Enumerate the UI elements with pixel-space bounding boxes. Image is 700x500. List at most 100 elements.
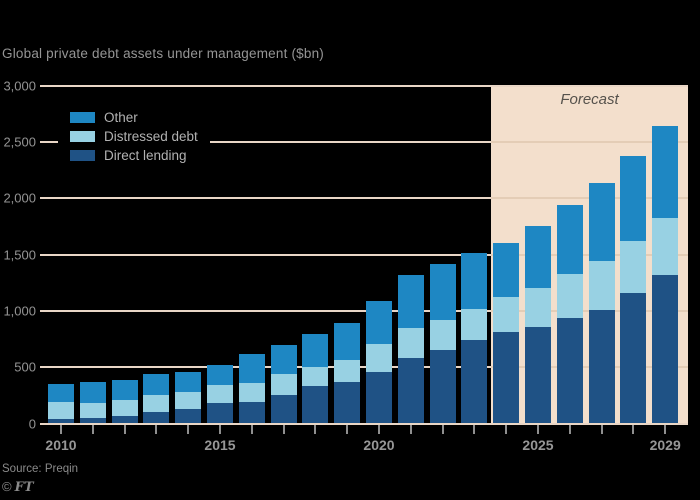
x-tick-label-2029: 2029: [649, 437, 681, 453]
legend-label-distressed-debt: Distressed debt: [104, 129, 198, 144]
bar-2017-direct-lending: [270, 394, 297, 424]
x-tick-2027: [600, 424, 603, 434]
legend-label-direct-lending: Direct lending: [104, 148, 187, 163]
copyright-symbol: ©: [2, 479, 12, 494]
bar-2016-other: [238, 354, 265, 383]
bar-2015-other: [207, 364, 233, 385]
bar-2027-distressed-debt: [588, 260, 615, 310]
legend: Other Distressed debt Direct lending: [58, 105, 210, 170]
bar-2023-direct-lending: [461, 340, 488, 424]
bar-2013-other: [143, 374, 170, 396]
bar-2017-distressed-debt: [270, 373, 297, 395]
bar-2019-direct-lending: [334, 382, 361, 424]
bar-2026-direct-lending: [556, 317, 583, 424]
legend-item-other: Other: [70, 108, 198, 127]
x-tick-2021: [409, 424, 412, 434]
bar-2020-distressed-debt: [366, 343, 392, 372]
bar-2023-distressed-debt: [461, 309, 488, 341]
bar-2025-other: [525, 225, 551, 289]
bar-2018-direct-lending: [302, 386, 329, 424]
gridline-0: [40, 422, 688, 425]
x-tick-label-2015: 2015: [204, 437, 236, 453]
bar-2024-direct-lending: [493, 332, 520, 424]
x-tick-2011: [91, 424, 94, 434]
y-tick-label-2500: 2,500: [3, 134, 36, 150]
bar-2013-direct-lending: [143, 412, 170, 424]
x-tick-label-2025: 2025: [522, 437, 554, 453]
bar-2028-other: [620, 156, 647, 241]
bar-2020-direct-lending: [366, 371, 392, 424]
y-tick-label-3000: 3,000: [3, 78, 36, 93]
bar-2024-distressed-debt: [493, 297, 520, 333]
bar-2027-other: [588, 182, 615, 261]
bar-2025-distressed-debt: [525, 288, 551, 327]
bar-2012-direct-lending: [111, 416, 138, 424]
bar-2020-other: [366, 301, 392, 344]
x-tick-label-2010: 2010: [45, 437, 77, 453]
bar-2026-other: [556, 204, 583, 274]
x-tick-2024: [505, 424, 508, 434]
bar-2027-direct-lending: [588, 309, 615, 424]
bar-2021-direct-lending: [397, 357, 424, 424]
bar-2012-distressed-debt: [111, 399, 138, 417]
x-tick-2014: [187, 424, 190, 434]
bar-2029-direct-lending: [652, 274, 679, 424]
bar-2029-other: [652, 126, 679, 219]
x-tick-label-2020: 2020: [363, 437, 395, 453]
chart-title: Global private debt assets under managem…: [2, 46, 324, 61]
bar-2018-other: [302, 334, 329, 368]
forecast-label: Forecast: [560, 91, 619, 108]
ft-logo-text: FT: [14, 480, 34, 495]
bar-2014-other: [175, 371, 202, 392]
bar-2016-distressed-debt: [238, 382, 265, 402]
bar-2013-distressed-debt: [143, 395, 170, 413]
bar-2021-other: [397, 274, 424, 329]
bar-2028-distressed-debt: [620, 240, 647, 294]
x-tick-2013: [155, 424, 158, 434]
x-tick-2017: [282, 424, 285, 434]
x-tick-2028: [632, 424, 635, 434]
bar-2012-other: [111, 379, 138, 400]
bar-2028-direct-lending: [620, 293, 647, 424]
gridline-1000: [40, 309, 688, 312]
bar-2018-distressed-debt: [302, 367, 329, 387]
x-tick-2016: [250, 424, 253, 434]
gridline-1500: [40, 253, 688, 256]
source-credit: Source: Preqin: [2, 463, 79, 475]
bar-2029-distressed-debt: [652, 218, 679, 275]
gridline-2000: [40, 197, 688, 200]
gridline-2500: [40, 140, 688, 143]
x-tick-2029: [664, 424, 667, 434]
bar-2011-distressed-debt: [79, 403, 106, 418]
bar-2014-direct-lending: [175, 409, 202, 424]
y-tick-label-2000: 2,000: [3, 190, 36, 206]
bar-2011-direct-lending: [79, 417, 106, 424]
bar-2015-distressed-debt: [207, 384, 233, 403]
bar-2015-direct-lending: [207, 402, 233, 424]
bar-2019-other: [334, 323, 361, 360]
ft-logo: © FT: [2, 479, 34, 495]
x-tick-2012: [123, 424, 126, 434]
x-tick-2015: [219, 424, 221, 434]
legend-item-distressed-debt: Distressed debt: [70, 127, 198, 146]
legend-swatch-distressed-debt: [70, 131, 95, 142]
x-tick-2020: [378, 424, 380, 434]
bar-2022-distressed-debt: [429, 320, 456, 350]
x-tick-2022: [441, 424, 444, 434]
bar-2010-other: [48, 383, 74, 403]
y-tick-label-0: 0: [28, 416, 36, 431]
bar-2017-other: [270, 345, 297, 374]
bar-2019-distressed-debt: [334, 359, 361, 383]
x-tick-2019: [346, 424, 349, 434]
gridline-500: [40, 366, 688, 369]
bar-2010-distressed-debt: [48, 402, 74, 419]
x-tick-2025: [537, 424, 539, 434]
bar-2026-distressed-debt: [556, 273, 583, 318]
x-tick-2018: [314, 424, 317, 434]
band-gridline-2500: [491, 140, 688, 143]
legend-item-direct-lending: Direct lending: [70, 146, 198, 165]
x-tick-2026: [568, 424, 571, 434]
bar-2022-direct-lending: [429, 349, 456, 424]
legend-label-other: Other: [104, 110, 138, 125]
y-tick-label-1000: 1,000: [3, 303, 36, 319]
